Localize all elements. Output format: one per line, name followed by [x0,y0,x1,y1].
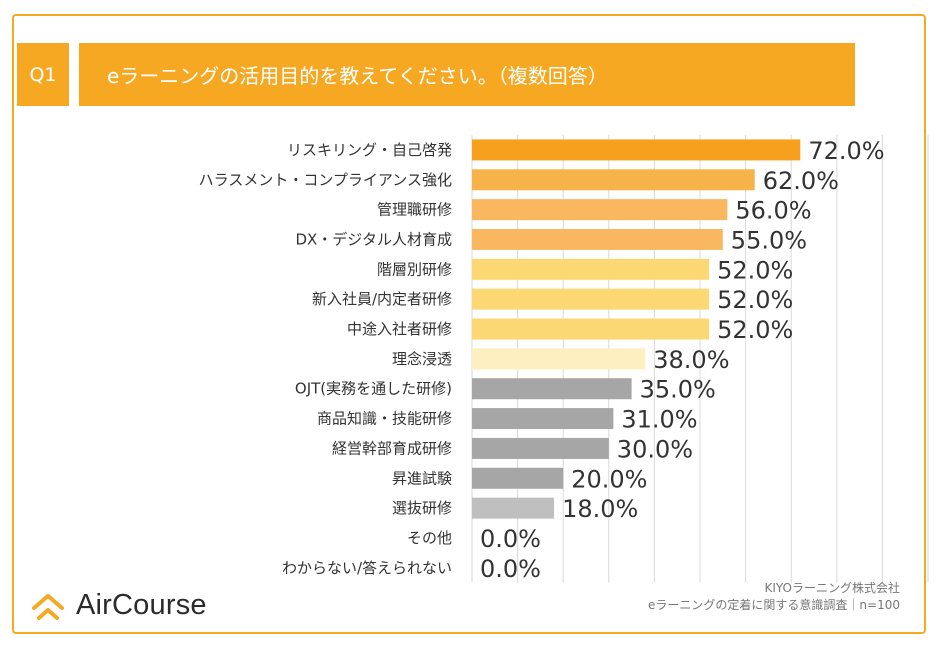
value-label: 72.0% [808,137,884,165]
category-label: DX・デジタル人材育成 [295,230,452,248]
value-label: 52.0% [717,286,793,314]
bar [472,199,728,221]
category-label: 階層別研修 [377,260,452,278]
source-note: KIYOラーニング株式会社 eラーニングの定着に関する意識調査｜n=100 [648,580,900,614]
chart-frame [12,14,926,634]
source-survey: eラーニングの定着に関する意識調査｜n=100 [648,598,900,612]
category-label: 管理職研修 [377,201,452,219]
value-label: 55.0% [731,226,807,254]
value-label: 30.0% [617,435,693,463]
category-label: ハラスメント・コンプライアンス強化 [199,171,452,189]
value-label: 20.0% [571,465,647,493]
value-label: 52.0% [717,256,793,284]
bar [472,228,723,250]
bar [472,378,632,400]
bar [472,288,710,310]
value-label: 31.0% [621,406,697,434]
question-badge: Q1 [17,43,69,106]
category-label: その他 [407,529,452,547]
bar [472,497,555,519]
value-label: 0.0% [480,555,541,583]
source-company: KIYOラーニング株式会社 [764,581,900,595]
value-label: 56.0% [735,197,811,225]
bar [472,318,710,340]
bar [472,169,755,191]
category-label: 経営幹部育成研修 [332,439,452,457]
aircourse-logo-text: AirCourse [76,588,207,621]
bar [472,437,609,459]
value-label: 38.0% [653,346,729,374]
value-label: 18.0% [562,495,638,523]
category-label: 中途入社者研修 [347,320,452,338]
aircourse-logo-icon [32,594,64,620]
category-label: わからない/答えられない [282,559,452,577]
category-label: 新入社員/内定者研修 [312,290,452,308]
category-label: OJT(実務を通した研修) [295,380,452,398]
aircourse-logo: AirCourse [28,585,207,625]
bar [472,348,646,370]
category-label: 昇進試験 [392,469,452,487]
value-label: 62.0% [763,167,839,195]
value-label: 0.0% [480,525,541,553]
bar [472,258,710,280]
value-label: 35.0% [640,376,716,404]
bar [472,408,614,430]
category-label: 商品知識・技能研修 [317,410,452,428]
category-label: 選抜研修 [392,499,452,517]
bar [472,139,801,161]
category-label: リスキリング・自己啓発 [287,141,452,159]
question-title: eラーニングの活用目的を教えてください。（複数回答） [79,43,855,106]
category-label: 理念浸透 [392,350,452,368]
value-label: 52.0% [717,316,793,344]
bar [472,467,564,489]
